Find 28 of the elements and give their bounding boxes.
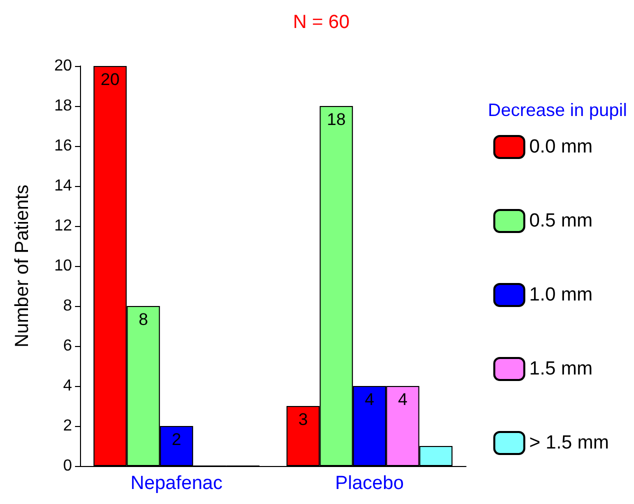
x-tick-label: Placebo — [335, 473, 404, 494]
y-tick-label: 8 — [63, 298, 72, 314]
legend-label: 1.0 mm — [529, 284, 593, 306]
data-label: 3 — [298, 410, 308, 429]
y-axis-title: Number of Patients — [12, 184, 33, 348]
y-tick-label: 2 — [63, 418, 72, 434]
y-tick-label: 18 — [54, 98, 72, 114]
y-tick-label: 0 — [63, 458, 72, 474]
chart-title: N = 60 — [293, 12, 350, 33]
y-tick-label: 12 — [54, 218, 72, 234]
y-tick-label: 10 — [54, 258, 72, 274]
legend-title: Decrease in pupil — [488, 100, 627, 120]
legend-label: 1.5 mm — [529, 358, 593, 380]
data-label: 20 — [100, 70, 120, 89]
data-label: 2 — [172, 430, 182, 449]
legend-label: 0.0 mm — [529, 136, 593, 158]
legend-label: 0.5 mm — [529, 210, 593, 232]
y-tick-label: 20 — [54, 58, 72, 74]
y-tick-label: 4 — [63, 378, 72, 394]
data-label: 4 — [364, 390, 374, 409]
legend-label: > 1.5 mm — [529, 432, 610, 454]
y-tick-label: 14 — [54, 178, 72, 194]
data-label: 4 — [398, 390, 408, 409]
y-tick-label: 16 — [54, 138, 72, 154]
y-tick-label: 6 — [63, 338, 72, 354]
x-tick-label: Nepafenac — [130, 473, 222, 494]
data-label: 8 — [138, 310, 148, 329]
data-label: 18 — [326, 110, 346, 129]
